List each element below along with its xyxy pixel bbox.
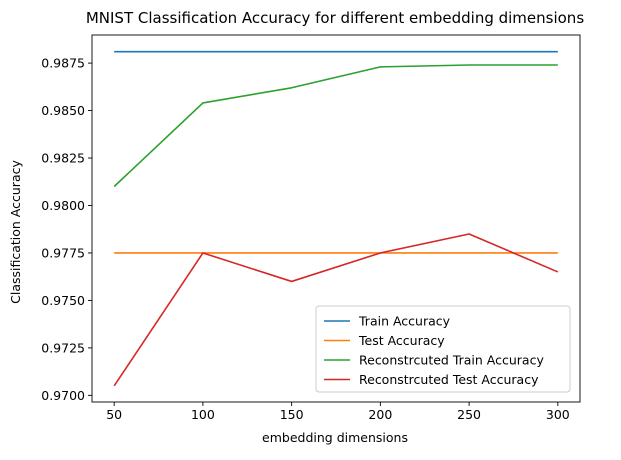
- y-tick-label: 0.9700: [41, 388, 85, 403]
- x-tick-label: 100: [191, 407, 215, 422]
- y-tick-label: 0.9725: [41, 340, 85, 355]
- x-tick-label: 300: [546, 407, 570, 422]
- plot-area-frame: [91, 34, 581, 403]
- series-line-4: [113, 233, 559, 387]
- x-tick-label: 200: [368, 407, 392, 422]
- legend-label-2: Test Accuracy: [358, 333, 445, 348]
- legend-label-3: Reconstrcuted Train Accuracy: [359, 353, 544, 368]
- x-tick-label: 250: [457, 407, 481, 422]
- x-tick-label: 150: [280, 407, 304, 422]
- x-tick-label: 50: [106, 407, 122, 422]
- y-tick-label: 0.9850: [41, 103, 85, 118]
- legend-box: [315, 305, 571, 393]
- y-tick-label: 0.9800: [41, 198, 85, 213]
- y-tick-label: 0.9775: [41, 245, 85, 260]
- chart-title: MNIST Classification Accuracy for differ…: [86, 9, 584, 27]
- y-tick-label: 0.9875: [41, 56, 85, 71]
- y-tick-label: 0.9750: [41, 293, 85, 308]
- x-axis-label: embedding dimensions: [262, 430, 408, 445]
- legend-label-4: Reconstrcuted Test Accuracy: [359, 372, 539, 387]
- y-tick-label: 0.9825: [41, 151, 85, 166]
- y-axis-label: Classification Accuracy: [8, 160, 23, 304]
- legend-label-1: Train Accuracy: [358, 314, 451, 329]
- series-line-3: [113, 64, 558, 188]
